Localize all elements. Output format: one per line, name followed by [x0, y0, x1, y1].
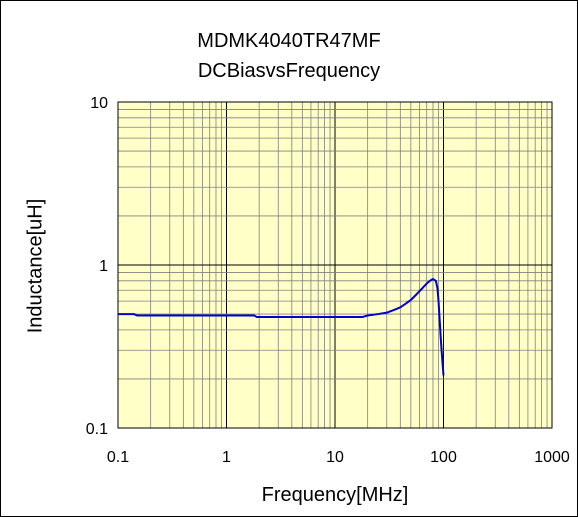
y-tick-label: 10: [90, 95, 108, 112]
x-tick-label: 1: [222, 449, 231, 466]
x-tick-label: 0.1: [107, 449, 129, 466]
x-tick-label: 10: [326, 449, 344, 466]
x-tick-label: 1000: [534, 449, 570, 466]
series-line: [118, 278, 445, 376]
x-axis-label: Frequency[MHz]: [261, 484, 409, 506]
y-axis-label: Inductance[uH]: [24, 198, 47, 334]
x-tick-label: 100: [430, 449, 457, 466]
chart-title: MDMK4040TR47MF: [197, 30, 381, 52]
y-tick-label: 1: [99, 258, 108, 275]
plot-border: [117, 101, 553, 429]
chart-subtitle: DCBiasvsFrequency: [197, 60, 381, 82]
y-tick-label: 0.1: [86, 421, 108, 438]
